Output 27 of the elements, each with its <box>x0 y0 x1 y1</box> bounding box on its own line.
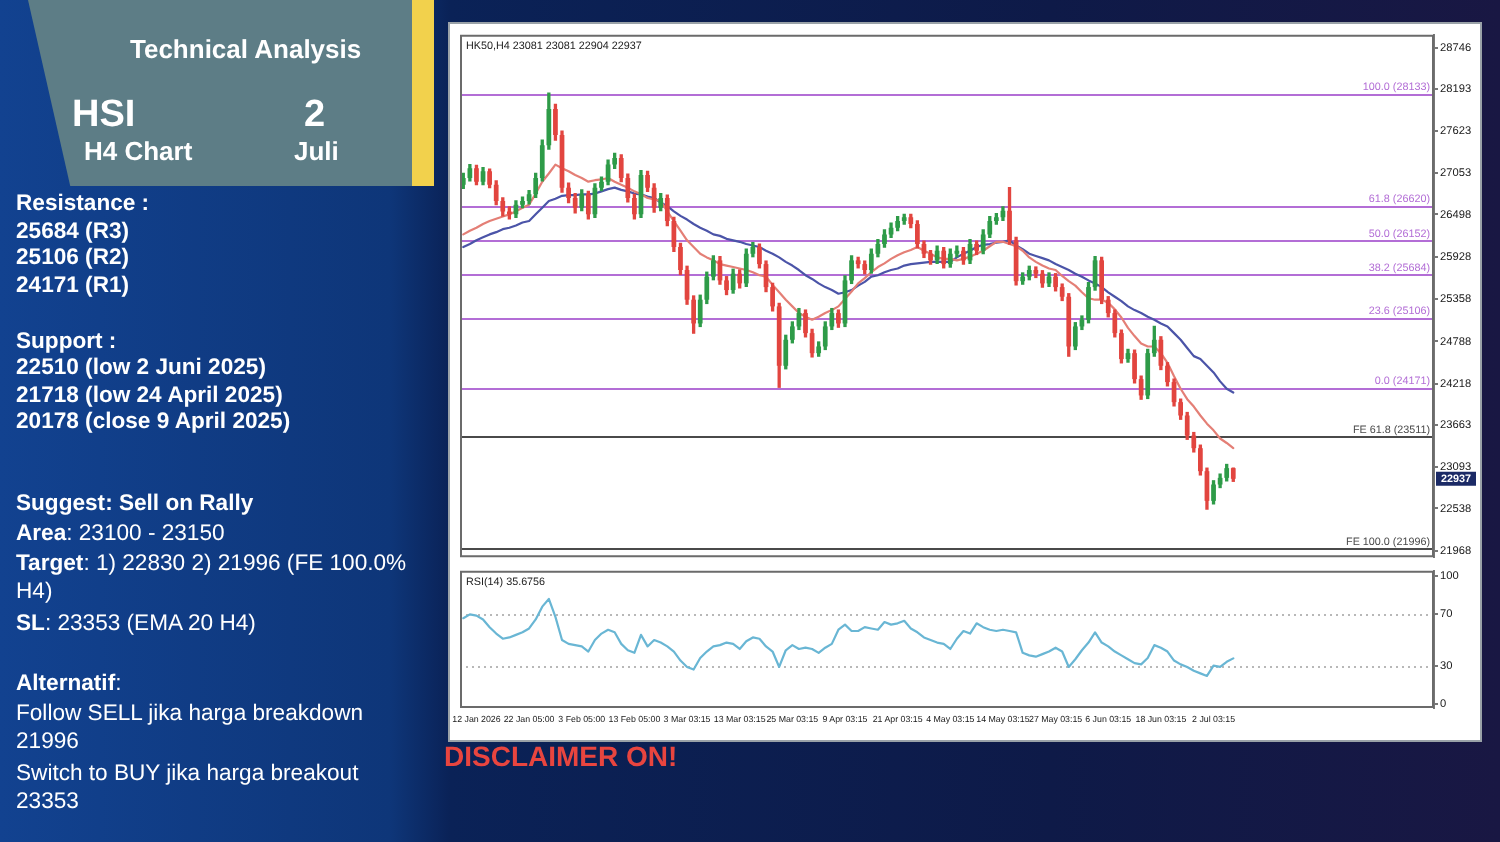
text: 20178 (close 9 April 2025) <box>16 410 291 434</box>
text: 2 <box>304 94 326 138</box>
candlestick <box>836 309 841 328</box>
text: DISCLAIMER ON! <box>444 740 678 772</box>
text: 22510 (low 2 Juni 2025) <box>16 356 266 380</box>
text: 25106 (R2) <box>16 246 130 270</box>
text: 21718 (low 24 April 2025) <box>16 384 283 408</box>
text: H4 Chart <box>84 136 193 166</box>
text: 24171 (R1) <box>16 274 130 298</box>
text: Target: 1) 22830 2) 21996 (FE 100.0% H4) <box>16 552 407 604</box>
candlestick <box>474 164 479 186</box>
text: 25684 (R3) <box>16 220 130 244</box>
text: Juli <box>294 136 339 166</box>
text: HSI <box>72 94 136 138</box>
text: Alternatif: <box>16 672 122 696</box>
text: Technical Analysis <box>130 34 362 64</box>
text: Follow SELL jika harga breakdown 21996 <box>16 702 364 754</box>
text: Resistance : <box>16 192 150 216</box>
text: Switch to BUY jika harga breakout 23353 <box>16 762 359 814</box>
candlestick <box>974 240 979 256</box>
text: Area: 23100 - 23150 <box>16 522 225 546</box>
candlestick <box>1211 480 1216 505</box>
text: Suggest: Sell on Rally <box>16 492 254 516</box>
candlestick <box>1040 270 1045 288</box>
text: SL: 23353 (EMA 20 H4) <box>16 612 256 636</box>
text: Support : <box>16 330 117 354</box>
candlestick <box>961 247 966 265</box>
